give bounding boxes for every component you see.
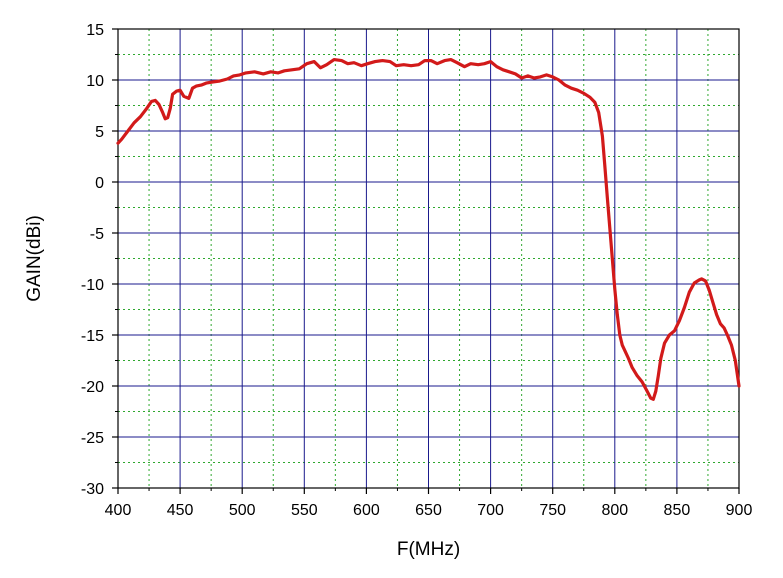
x-tick-label: 450	[167, 502, 194, 519]
y-tick-label: -15	[81, 328, 104, 345]
y-tick-label: 5	[95, 124, 104, 141]
y-tick-label: 0	[95, 175, 104, 192]
x-tick-label: 750	[539, 502, 566, 519]
x-tick-label: 800	[601, 502, 628, 519]
x-tick-label: 850	[664, 502, 691, 519]
x-tick-label: 700	[477, 502, 504, 519]
x-tick-label: 400	[105, 502, 132, 519]
y-tick-label: -25	[81, 430, 104, 447]
y-axis-title: GAIN(dBi)	[24, 215, 45, 302]
major-grid	[118, 29, 739, 488]
x-tick-label: 500	[229, 502, 256, 519]
y-tick-label: -5	[90, 226, 104, 243]
y-tick-labels: 15 10 5 0 -5 -10 -15 -20 -25 -30	[81, 22, 104, 498]
x-tick-label: 550	[291, 502, 318, 519]
y-tick-label: -30	[81, 481, 104, 498]
y-tick-label: 15	[86, 22, 104, 39]
x-tick-label: 600	[353, 502, 380, 519]
axis-ticks	[112, 28, 740, 494]
x-tick-label: 650	[415, 502, 442, 519]
y-tick-label: 10	[86, 73, 104, 90]
gain-series-line	[116, 58, 741, 401]
y-tick-label: -10	[81, 277, 104, 294]
x-tick-label: 900	[726, 502, 753, 519]
x-axis-title: F(MHz)	[397, 539, 460, 560]
x-tick-labels: 400 450 500 550 600 650 700 750 800 850 900	[105, 502, 753, 519]
y-tick-label: -20	[81, 379, 104, 396]
